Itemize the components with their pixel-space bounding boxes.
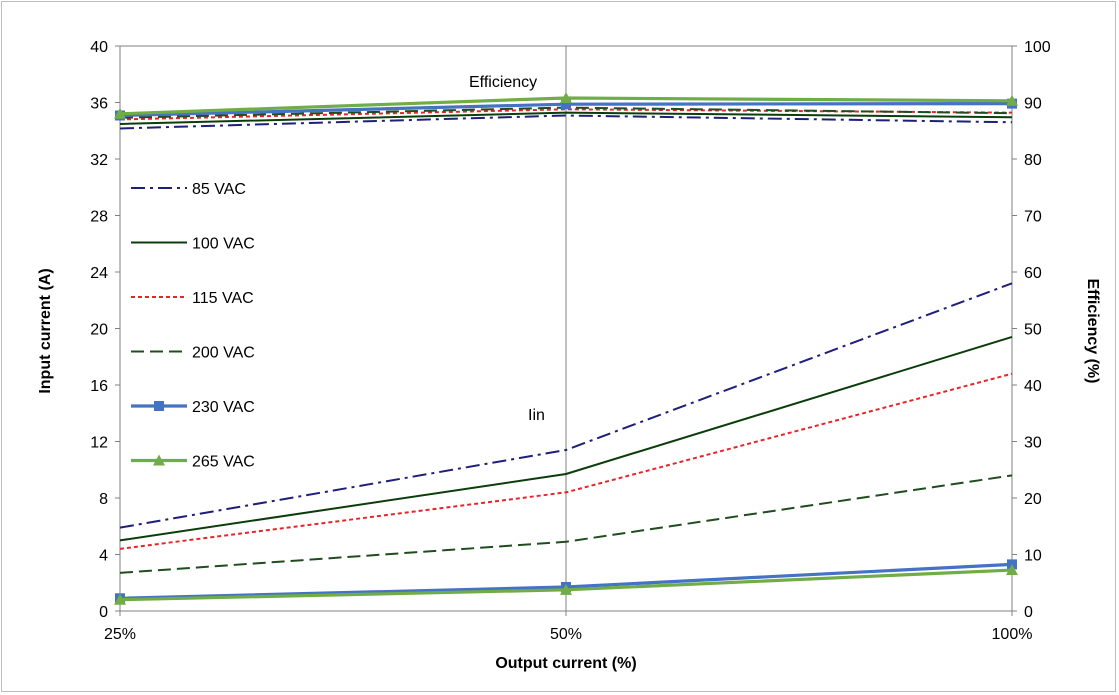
input-current-point-265-vac bbox=[1006, 564, 1018, 576]
input-current-line-115-vac bbox=[119, 372, 1013, 550]
efficiency-point-265-vac bbox=[1006, 94, 1018, 106]
y-tick-label: 16 bbox=[90, 378, 108, 395]
y2-tick-label: 80 bbox=[1024, 152, 1042, 169]
y-tick-label: 24 bbox=[90, 265, 108, 282]
y-tick-label: 0 bbox=[99, 604, 108, 621]
legend-label-115-vac: 115 VAC bbox=[192, 290, 254, 307]
efficiency-point-265-vac bbox=[114, 107, 126, 119]
legend-label-85-vac: 85 VAC bbox=[192, 181, 246, 198]
y2-tick-label: 40 bbox=[1024, 378, 1042, 395]
y2-tick-label: 50 bbox=[1024, 322, 1042, 339]
efficiency-point-265-vac bbox=[560, 91, 572, 103]
y2-tick-label: 90 bbox=[1024, 96, 1042, 113]
efficiency-line-100-vac bbox=[119, 111, 1013, 125]
input-current-point-265-vac bbox=[560, 583, 572, 595]
y-tick-label: 4 bbox=[99, 548, 108, 565]
legend-marker-265-vac bbox=[153, 454, 165, 466]
input-current-point-265-vac bbox=[114, 593, 126, 605]
x-tick-label: 25% bbox=[104, 626, 136, 643]
legend-label-265-vac: 265 VAC bbox=[192, 454, 255, 471]
y2-tick-label: 70 bbox=[1024, 209, 1042, 226]
input-current-line-85-vac bbox=[119, 282, 1013, 529]
y2-tick-label: 0 bbox=[1024, 604, 1033, 621]
input-current-line-100-vac bbox=[119, 336, 1013, 542]
efficiency-annotation: Efficiency bbox=[469, 74, 537, 91]
y-tick-label: 8 bbox=[99, 491, 108, 508]
y2-axis-title: Efficiency (%) bbox=[1084, 279, 1101, 384]
y2-tick-label: 10 bbox=[1024, 548, 1042, 565]
legend-label-200-vac: 200 VAC bbox=[192, 345, 255, 362]
iin-annotation: Iin bbox=[528, 407, 545, 424]
y2-tick-label: 100 bbox=[1024, 39, 1051, 56]
y-tick-label: 32 bbox=[90, 152, 108, 169]
y2-tick-label: 60 bbox=[1024, 265, 1042, 282]
y-tick-label: 36 bbox=[90, 96, 108, 113]
x-tick-label: 50% bbox=[550, 626, 582, 643]
y-tick-label: 28 bbox=[90, 209, 108, 226]
legend-label-100-vac: 100 VAC bbox=[192, 236, 255, 253]
y2-tick-label: 30 bbox=[1024, 435, 1042, 452]
legend-label-230-vac: 230 VAC bbox=[192, 399, 255, 416]
x-axis-title: Output current (%) bbox=[495, 655, 636, 672]
input-current-line-200-vac bbox=[119, 474, 1013, 574]
x-tick-label: 100% bbox=[992, 626, 1033, 643]
y2-tick-label: 20 bbox=[1024, 491, 1042, 508]
y-tick-label: 20 bbox=[90, 322, 108, 339]
y-tick-label: 12 bbox=[90, 435, 108, 452]
y-tick-label: 40 bbox=[90, 39, 108, 56]
y-axis-title: Input current (A) bbox=[37, 268, 54, 393]
efficiency-point-230-vac bbox=[561, 99, 571, 110]
legend-marker-230-vac bbox=[154, 401, 164, 411]
efficiency-line-85-vac bbox=[119, 114, 1013, 130]
